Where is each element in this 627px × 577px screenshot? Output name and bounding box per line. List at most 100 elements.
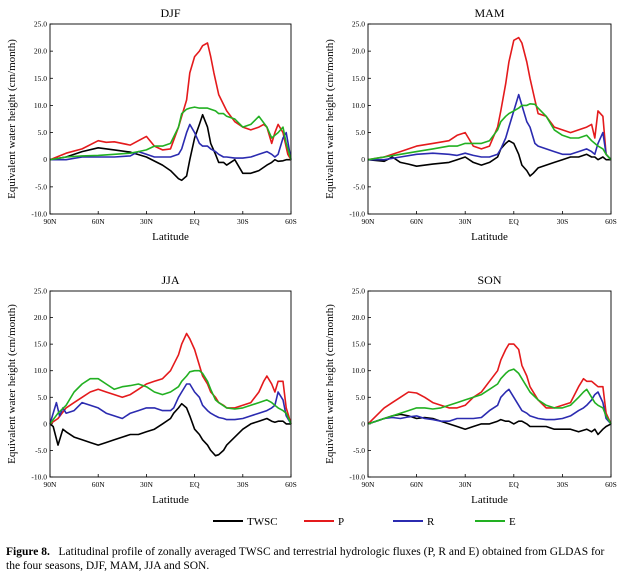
y-tick-label: 25.0 <box>352 20 365 29</box>
y-tick-label: 15.0 <box>352 340 365 349</box>
x-tick-label: 30S <box>237 480 249 489</box>
series-line-p <box>367 343 612 425</box>
x-tick-label: 60S <box>285 217 297 226</box>
series-line-p <box>367 36 612 161</box>
plot-frame <box>367 23 612 215</box>
y-tick-label: 5.0 <box>356 393 366 402</box>
y-tick-label: 15.0 <box>34 340 47 349</box>
chart-title: MAM <box>474 6 504 20</box>
y-tick-label: 10.0 <box>34 101 47 110</box>
y-tick-label: -5.0 <box>35 182 47 191</box>
x-axis-label: Latitude <box>152 494 189 506</box>
series-line-r <box>368 93 612 161</box>
x-tick-label: 30N <box>459 480 473 489</box>
y-tick-label: 20.0 <box>34 313 47 322</box>
series-line-r <box>49 383 292 425</box>
figure-caption: Figure 8. Latitudinal profile of zonally… <box>6 545 621 573</box>
y-tick-label: 15.0 <box>352 74 365 83</box>
y-tick-label: 20.0 <box>352 313 365 322</box>
y-tick-label: -10.0 <box>31 210 47 219</box>
chart-title: DJF <box>160 6 180 20</box>
chart-title: SON <box>477 273 501 287</box>
y-tick-label: 25.0 <box>34 287 47 296</box>
legend-label: R <box>427 516 435 528</box>
y-axis-label: Equivalent water height (cm/month) <box>6 39 18 199</box>
y-tick-label: 5.0 <box>38 393 48 402</box>
legend-item-p: P <box>304 516 344 528</box>
y-tick-label: 25.0 <box>352 287 365 296</box>
legend-label: TWSC <box>247 516 278 528</box>
legend-item-r: R <box>393 516 435 528</box>
x-tick-label: 60S <box>605 480 617 489</box>
x-tick-label: 30N <box>459 217 473 226</box>
x-tick-label: 90N <box>362 217 376 226</box>
series-line-r <box>50 123 292 161</box>
legend-label: E <box>509 516 516 528</box>
y-tick-label: -5.0 <box>353 446 365 455</box>
legend-item-e: E <box>475 516 516 528</box>
legend: TWSC P R E <box>213 516 516 528</box>
series-line-twsc <box>49 402 291 457</box>
legend-label: P <box>338 516 344 528</box>
x-tick-label: 30S <box>557 217 569 226</box>
x-tick-label: EQ <box>509 217 520 226</box>
y-tick-label: 0 <box>43 419 47 428</box>
y-tick-label: 0 <box>43 155 47 164</box>
series-line-twsc <box>367 139 611 177</box>
series-line-twsc <box>367 413 612 436</box>
y-axis-label: Equivalent water height (cm/month) <box>324 39 336 199</box>
y-tick-label: 20.0 <box>352 47 365 56</box>
x-tick-label: 30S <box>557 480 569 489</box>
series-line-e <box>49 369 292 425</box>
y-tick-label: 0 <box>361 419 365 428</box>
y-tick-label: 5.0 <box>38 128 48 137</box>
y-tick-label: -10.0 <box>349 473 365 482</box>
legend-item-twsc: TWSC <box>213 516 278 528</box>
x-tick-label: 60S <box>285 480 297 489</box>
x-tick-label: 60N <box>410 480 424 489</box>
y-tick-label: 10.0 <box>352 101 365 110</box>
y-axis-label: Equivalent water height (cm/month) <box>6 304 18 464</box>
y-tick-label: -10.0 <box>31 473 47 482</box>
x-tick-label: 60N <box>92 480 106 489</box>
x-tick-label: 90N <box>362 480 376 489</box>
y-tick-label: -5.0 <box>353 182 365 191</box>
y-tick-label: 10.0 <box>352 366 365 375</box>
series-line-e <box>367 103 612 161</box>
y-tick-label: 5.0 <box>356 128 366 137</box>
y-tick-label: -5.0 <box>35 446 47 455</box>
x-tick-label: 90N <box>44 217 58 226</box>
caption-label: Figure 8. <box>6 546 50 558</box>
plot-frame <box>49 290 292 478</box>
series-line-e <box>367 368 612 425</box>
x-axis-label: Latitude <box>471 494 508 506</box>
x-tick-label: 90N <box>44 480 58 489</box>
x-axis-label: Latitude <box>152 231 189 243</box>
plot-frame <box>367 290 612 478</box>
x-tick-label: EQ <box>190 480 201 489</box>
y-tick-label: 20.0 <box>34 47 47 56</box>
chart-title: JJA <box>161 273 179 287</box>
series-line-p <box>49 332 292 425</box>
x-tick-label: 30N <box>140 217 154 226</box>
x-tick-label: 60N <box>410 217 424 226</box>
y-tick-label: 15.0 <box>34 74 47 83</box>
x-tick-label: 30N <box>140 480 154 489</box>
series-line-e <box>49 106 292 161</box>
caption-text: Latitudinal profile of zonally averaged … <box>6 546 605 572</box>
series-line-r <box>367 388 612 425</box>
y-tick-label: 25.0 <box>34 20 47 29</box>
y-tick-label: -10.0 <box>349 210 365 219</box>
x-tick-label: EQ <box>190 217 201 226</box>
plot-frame <box>49 23 292 215</box>
x-tick-label: 60S <box>605 217 617 226</box>
y-tick-label: 10.0 <box>34 366 47 375</box>
y-tick-label: 0 <box>361 155 365 164</box>
x-tick-label: 60N <box>92 217 106 226</box>
y-axis-label: Equivalent water height (cm/month) <box>324 304 336 464</box>
